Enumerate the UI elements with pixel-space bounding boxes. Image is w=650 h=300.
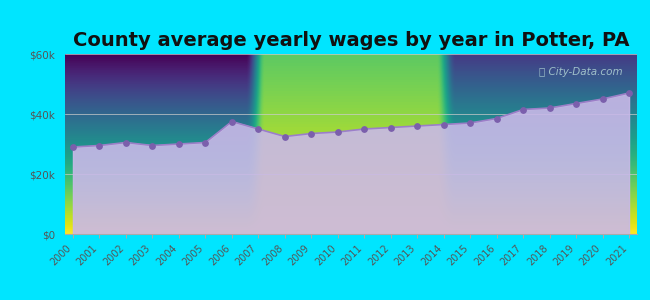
Point [174,142,184,146]
Point [333,130,343,134]
Point [121,140,131,145]
Point [200,140,211,145]
Point [518,107,528,112]
Point [68,145,78,149]
Point [227,119,237,124]
Text: ⓘ City-Data.com: ⓘ City-Data.com [539,67,623,76]
Point [545,106,555,110]
Point [359,127,369,131]
Point [412,124,423,128]
Point [465,121,475,125]
Point [306,131,317,136]
Point [597,97,608,101]
Point [439,122,449,127]
Point [253,127,263,131]
Title: County average yearly wages by year in Potter, PA: County average yearly wages by year in P… [73,31,629,50]
Point [624,91,634,95]
Point [280,134,290,139]
Point [491,116,502,121]
Point [94,143,105,148]
Point [147,143,157,148]
Point [385,125,396,130]
Point [571,101,581,106]
